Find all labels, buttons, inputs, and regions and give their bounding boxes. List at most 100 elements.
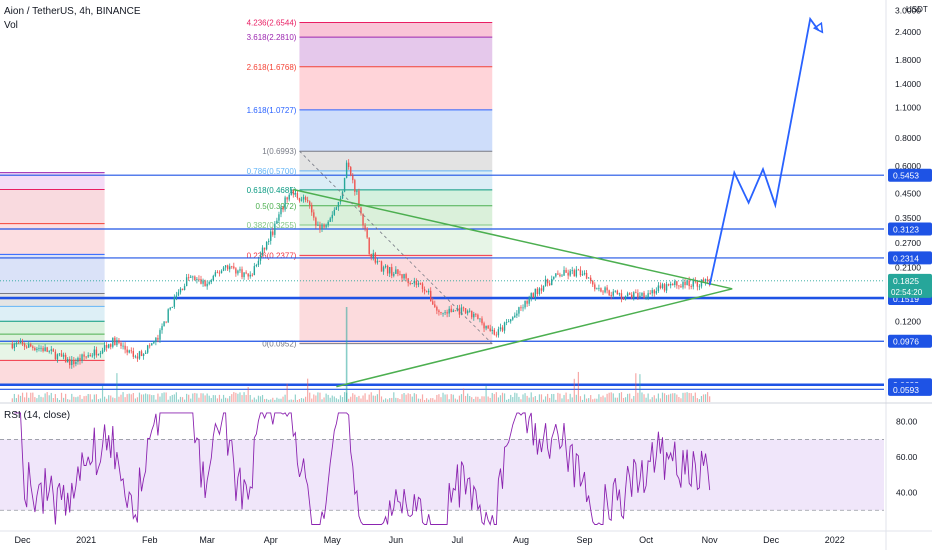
candle-body <box>251 274 253 276</box>
candle-body <box>13 343 16 349</box>
volume-bar <box>444 394 446 402</box>
price-tick-label: 0.1200 <box>895 316 921 326</box>
volume-bar <box>181 397 184 402</box>
candle-body <box>692 279 694 287</box>
price-tick-label: 1.4000 <box>895 79 921 89</box>
candle-body <box>110 344 112 347</box>
volume-bar <box>510 394 512 402</box>
volume-bar <box>81 398 83 402</box>
volume-bar <box>175 392 177 402</box>
candle-body <box>181 288 184 291</box>
rsi-tick-label: 60.00 <box>896 452 918 462</box>
candle-body <box>146 345 149 353</box>
volume-bar <box>485 385 487 402</box>
candle-body <box>704 279 707 282</box>
candle-body <box>444 312 446 314</box>
candle-body <box>309 201 311 205</box>
candle-body <box>185 277 188 287</box>
candle-body <box>690 286 692 287</box>
candle-body <box>124 345 126 350</box>
candle-body <box>28 344 30 348</box>
volume-bar <box>167 399 169 402</box>
candle-body <box>296 192 299 198</box>
volume-bar <box>163 392 165 402</box>
volume-bar <box>28 397 30 402</box>
candle-body <box>208 282 210 284</box>
volume-bar <box>397 398 399 402</box>
volume-bar <box>245 394 247 402</box>
volume-bar <box>89 394 91 402</box>
volume-bar <box>450 394 452 402</box>
candle-body <box>337 201 340 208</box>
volume-bar <box>588 398 590 402</box>
lower-trendline <box>336 288 733 388</box>
left-fib-zone <box>0 306 105 322</box>
fib-level-label: 1(0.6993) <box>262 147 297 156</box>
candle-body <box>477 314 479 319</box>
candle-body <box>130 350 132 352</box>
volume-bar <box>255 399 257 402</box>
volume-bar <box>700 396 703 402</box>
candle-body <box>663 284 666 291</box>
volume-bar <box>670 393 672 402</box>
candle-body <box>612 291 614 296</box>
candle-body <box>173 297 176 307</box>
volume-bar <box>233 392 235 402</box>
candle-body <box>304 197 307 200</box>
volume-bar <box>179 396 182 402</box>
volume-bar <box>85 395 87 402</box>
candle-body <box>128 350 130 353</box>
volume-bar <box>610 392 612 402</box>
candlesticks <box>11 159 711 369</box>
candle-body <box>624 296 627 300</box>
volume-bar <box>263 399 266 402</box>
level-tag: 0.2314 <box>893 253 919 263</box>
candle-body <box>112 337 114 347</box>
rsi-title: RSI (14, close) <box>4 410 71 421</box>
volume-bar <box>218 394 221 402</box>
volume-bar <box>108 395 110 402</box>
volume-bar <box>50 392 52 402</box>
volume-bar <box>382 399 385 402</box>
candle-body <box>149 345 151 347</box>
candle-body <box>501 327 504 331</box>
candle-body <box>226 265 229 270</box>
candle-body <box>19 341 22 343</box>
candle-body <box>440 312 442 313</box>
volume-bar <box>663 393 666 402</box>
fib-level-label: 3.618(2.2810) <box>247 33 297 42</box>
candle-body <box>417 283 420 285</box>
volume-bar <box>56 398 59 402</box>
candle-body <box>618 293 621 295</box>
volume-bar <box>99 398 102 402</box>
candle-body <box>302 197 305 200</box>
candle-body <box>489 328 491 332</box>
candle-body <box>454 310 457 312</box>
volume-bar <box>563 395 565 402</box>
candle-body <box>616 290 619 295</box>
volume-bar <box>200 393 202 402</box>
volume-bar <box>460 394 463 402</box>
volume-bar <box>643 394 645 402</box>
volume-bar <box>577 371 579 402</box>
level-tag-bg <box>888 222 932 236</box>
candle-body <box>604 287 606 293</box>
candle-body <box>327 221 329 226</box>
fib-zone <box>299 66 493 110</box>
volume-bar <box>198 397 200 402</box>
candle-body <box>448 308 450 314</box>
candle-body <box>58 353 61 355</box>
volume-bar <box>493 394 495 402</box>
volume-bar <box>165 392 167 402</box>
volume-bar <box>614 397 616 402</box>
volume-bar <box>473 398 475 402</box>
volume-bar <box>477 396 479 402</box>
volume-bar <box>235 392 237 402</box>
candle-body <box>358 190 360 208</box>
candle-body <box>222 267 225 271</box>
volume-bar <box>565 392 567 402</box>
candle-body <box>210 280 212 283</box>
volume-bar <box>645 397 647 402</box>
